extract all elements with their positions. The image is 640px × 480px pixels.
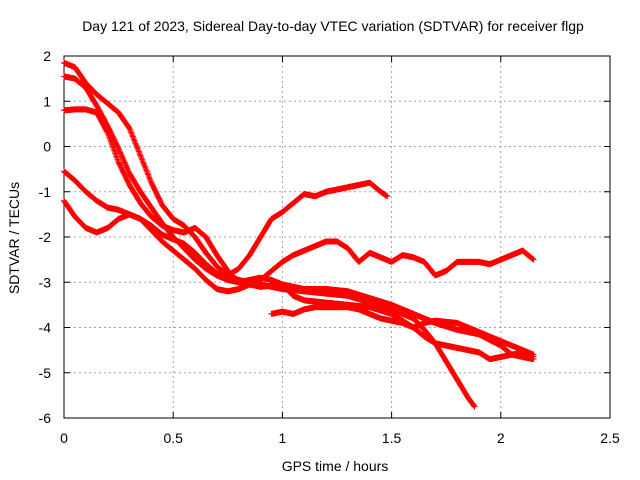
series-sat-4 <box>61 168 391 279</box>
data-point <box>141 163 148 170</box>
data-point <box>140 159 147 166</box>
x-tick-label: 2.5 <box>600 430 620 446</box>
data-point <box>134 144 141 151</box>
data-point <box>139 157 146 164</box>
data-point <box>105 132 112 139</box>
data-point <box>471 403 478 410</box>
data-point <box>107 138 114 145</box>
data-point <box>132 140 139 147</box>
data-point <box>115 157 122 164</box>
data-point <box>110 144 117 151</box>
data-point <box>104 129 111 136</box>
data-point <box>131 138 138 145</box>
data-point <box>133 143 140 150</box>
data-point <box>111 147 118 154</box>
data-point <box>137 152 144 159</box>
data-point <box>127 128 134 135</box>
data-point <box>128 130 135 137</box>
data-point <box>147 176 154 183</box>
data-point <box>140 160 147 167</box>
data-point <box>131 137 138 144</box>
data-point <box>114 156 121 163</box>
data-point <box>106 134 113 141</box>
data-point <box>112 151 119 158</box>
data-point <box>137 153 144 160</box>
data-point <box>128 129 135 136</box>
x-axis-title: GPS time / hours <box>282 458 389 474</box>
data-point <box>141 162 148 169</box>
data-point <box>144 170 151 177</box>
y-tick-label: -5 <box>39 365 52 381</box>
x-tick-label: 0 <box>60 430 68 446</box>
data-point <box>530 256 537 263</box>
data-point <box>129 133 136 140</box>
data-point <box>136 149 143 156</box>
x-tick-label: 1 <box>279 430 287 446</box>
series-sat-5 <box>61 197 537 295</box>
y-tick-label: -1 <box>39 184 52 200</box>
data-point <box>139 156 146 163</box>
data-points <box>61 59 537 410</box>
data-point <box>105 131 112 138</box>
data-point <box>142 164 149 171</box>
data-point <box>126 125 133 132</box>
grid-lines <box>64 56 610 418</box>
data-point <box>111 149 118 156</box>
y-tick-label: 1 <box>43 93 51 109</box>
data-point <box>108 140 115 147</box>
y-tick-label: -6 <box>39 410 52 426</box>
axis-ticks: 0 0.5 1 1.5 2 2.5 -6 -5 -4 -3 -2 -1 0 1 2 <box>39 48 620 446</box>
y-tick-label: -4 <box>39 320 52 336</box>
data-point <box>130 134 137 141</box>
y-tick-label: -2 <box>39 229 52 245</box>
series-sat-1 <box>61 59 478 410</box>
data-point <box>106 135 113 142</box>
data-point <box>136 151 143 158</box>
data-point <box>146 175 153 182</box>
data-point <box>135 148 142 155</box>
data-point <box>135 147 142 154</box>
data-point <box>127 126 134 133</box>
data-point <box>109 141 116 148</box>
data-point <box>146 174 153 181</box>
data-point <box>145 171 152 178</box>
data-point <box>143 168 150 175</box>
data-point <box>112 150 119 157</box>
series-sat-6 <box>268 304 537 363</box>
data-point <box>110 146 117 153</box>
data-point <box>113 154 120 161</box>
data-point <box>138 155 145 162</box>
data-point <box>145 172 152 179</box>
chart-title: Day 121 of 2023, Sidereal Day-to-day VTE… <box>82 18 584 34</box>
y-axis-title: SDTVAR / TECUs <box>6 182 22 294</box>
x-tick-label: 1.5 <box>382 430 402 446</box>
x-tick-label: 0.5 <box>163 430 183 446</box>
data-point <box>143 167 150 174</box>
data-point <box>142 166 149 173</box>
data-point <box>471 402 478 409</box>
data-point <box>134 145 141 152</box>
data-point <box>129 132 136 139</box>
data-point <box>107 137 114 144</box>
y-tick-label: -3 <box>39 274 52 290</box>
x-tick-label: 2 <box>497 430 505 446</box>
y-tick-label: 2 <box>43 48 51 64</box>
series-sat-3 <box>61 106 537 358</box>
data-point <box>130 136 137 143</box>
data-point <box>109 143 116 150</box>
data-point <box>530 353 537 360</box>
data-point <box>133 141 140 148</box>
y-tick-label: 0 <box>43 139 51 155</box>
data-point <box>113 153 120 160</box>
data-point <box>384 193 391 200</box>
